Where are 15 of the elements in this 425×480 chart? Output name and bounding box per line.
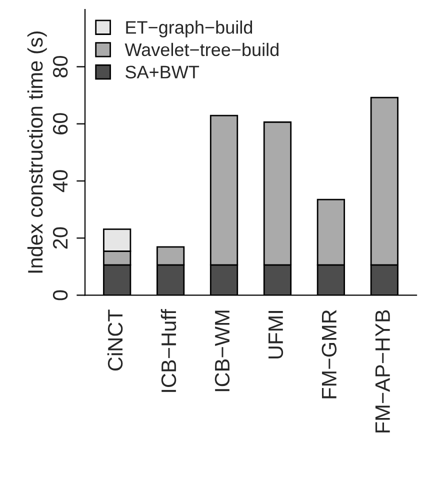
legend-label: Wavelet−tree−build — [124, 42, 278, 56]
y-tick-label: 40 — [52, 170, 68, 192]
y-tick-label: 20 — [52, 227, 68, 249]
y-tick-label: 60 — [52, 113, 68, 134]
y-axis-title: Index construction time (s) — [27, 32, 47, 273]
x-tick-label: ICB−Huff — [160, 309, 176, 392]
x-tick-label: ICB−WM — [214, 310, 230, 392]
x-tick-label: CiNCT — [107, 310, 123, 371]
x-tick-label: UFMI — [268, 311, 284, 358]
legend-label: ET−graph−build — [126, 20, 252, 38]
y-tick-label: 80 — [52, 56, 68, 78]
y-tick-label: 0 — [52, 290, 68, 300]
x-tick-label: FM−GMR — [322, 310, 337, 398]
legend-label: SA+BWT — [126, 66, 200, 78]
x-tick-label: FM−AP−HYB — [375, 310, 390, 432]
